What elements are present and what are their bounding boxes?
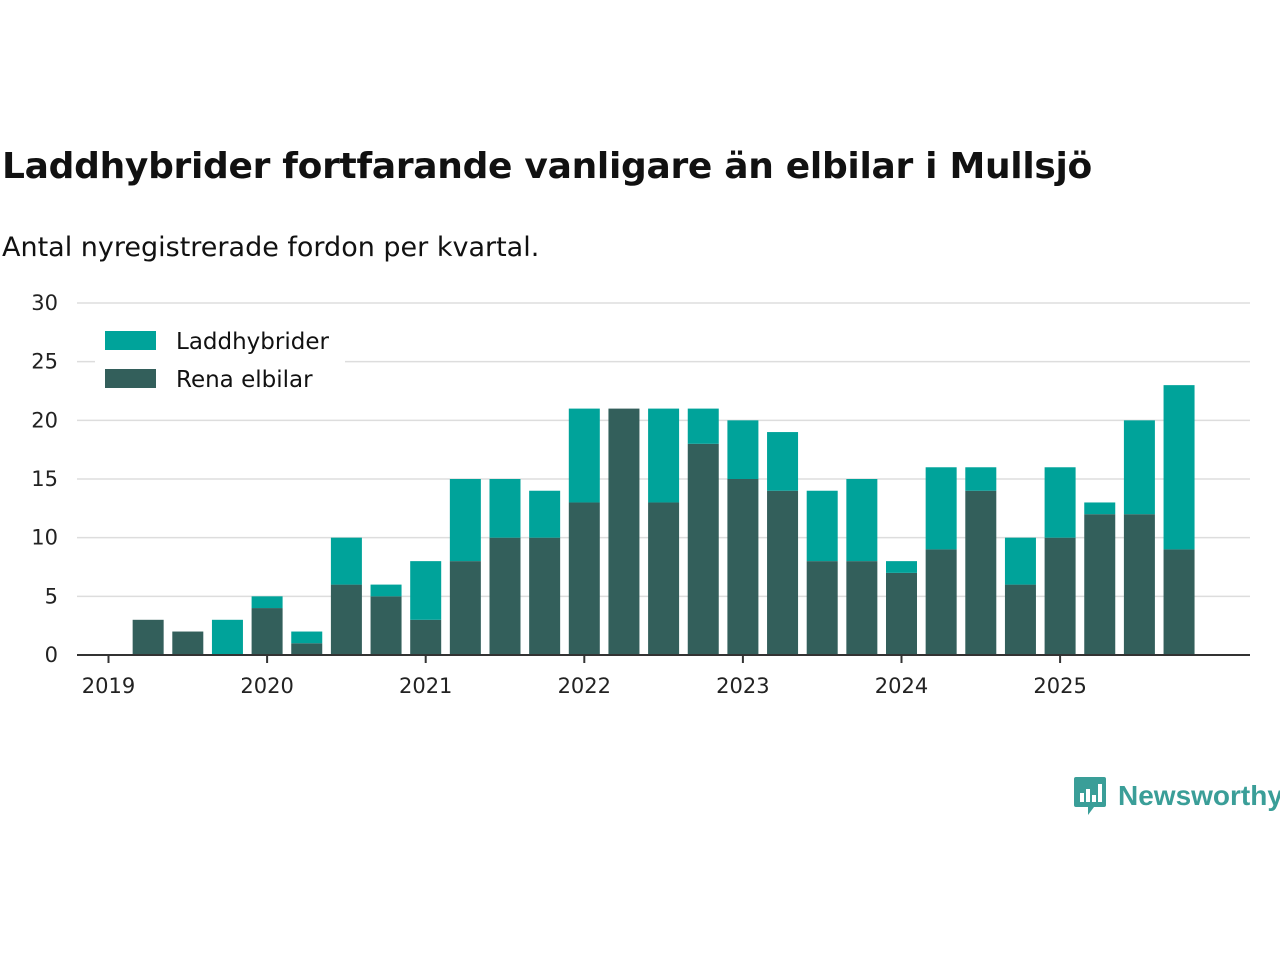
y-tick-label: 25 — [31, 350, 58, 374]
bar-laddhybrider — [727, 420, 759, 479]
bar-rena-elbilar — [727, 479, 759, 655]
legend: Laddhybrider Rena elbilar — [95, 322, 345, 402]
x-tick-label: 2023 — [716, 674, 769, 698]
bar-laddhybrider — [1163, 385, 1195, 550]
bar-laddhybrider — [687, 408, 719, 444]
bar-laddhybrider — [211, 619, 243, 655]
bar-rena-elbilar — [172, 631, 204, 655]
newsworthy-logo: Newsworthy — [1072, 775, 1280, 817]
bar-rena-elbilar — [1084, 514, 1116, 655]
bar-laddhybrider — [251, 596, 283, 609]
x-tick-label: 2021 — [399, 674, 452, 698]
y-tick-label: 10 — [31, 526, 58, 550]
legend-label-rena-elbilar: Rena elbilar — [176, 367, 313, 393]
bar-rena-elbilar — [449, 561, 481, 655]
bar-laddhybrider — [568, 408, 600, 503]
legend-swatch-laddhybrider — [105, 331, 156, 350]
bar-laddhybrider — [806, 490, 838, 562]
bar-rena-elbilar — [846, 561, 878, 655]
bar-laddhybrider — [291, 631, 323, 644]
bar-rena-elbilar — [806, 561, 838, 655]
y-tick-label: 15 — [31, 467, 58, 491]
bar-rena-elbilar — [767, 490, 799, 655]
y-tick-label: 5 — [45, 584, 58, 608]
bar-rena-elbilar — [648, 502, 680, 655]
bar-rena-elbilar — [965, 490, 997, 655]
x-tick-label: 2025 — [1033, 674, 1086, 698]
bar-rena-elbilar — [330, 584, 362, 655]
newsworthy-icon — [1074, 777, 1106, 815]
x-tick-label: 2020 — [240, 674, 293, 698]
y-tick-label: 0 — [45, 643, 58, 667]
bar-laddhybrider — [965, 467, 997, 491]
bar-laddhybrider — [370, 584, 402, 597]
bar-rena-elbilar — [132, 619, 164, 655]
bar-laddhybrider — [529, 490, 561, 538]
bar-rena-elbilar — [568, 502, 600, 655]
bar-rena-elbilar — [1004, 584, 1036, 655]
legend-swatch-rena-elbilar — [105, 369, 156, 388]
bar-laddhybrider — [1044, 467, 1076, 538]
bar-laddhybrider — [330, 537, 362, 585]
bar-rena-elbilar — [489, 537, 521, 655]
x-tick-label: 2022 — [558, 674, 611, 698]
bar-rena-elbilar — [925, 549, 957, 655]
y-tick-label: 20 — [31, 408, 58, 432]
bar-rena-elbilar — [370, 596, 402, 655]
y-tick-label: 30 — [31, 291, 58, 315]
bar-rena-elbilar — [608, 408, 640, 655]
chart-title: Laddhybrider fortfarande vanligare än el… — [2, 146, 1092, 187]
bar-rena-elbilar — [291, 643, 323, 655]
bar-laddhybrider — [1084, 502, 1116, 515]
bar-laddhybrider — [925, 467, 957, 550]
y-axis-ticks: 0 5 10 15 20 25 30 — [31, 291, 58, 667]
bar-laddhybrider — [1004, 537, 1036, 585]
bar-rena-elbilar — [1123, 514, 1155, 655]
x-tick-label: 2024 — [875, 674, 928, 698]
bar-rena-elbilar — [529, 537, 561, 655]
brand-name: Newsworthy — [1118, 780, 1280, 811]
bar-laddhybrider — [489, 479, 521, 538]
bar-rena-elbilar — [410, 619, 442, 655]
bar-rena-elbilar — [687, 443, 719, 655]
bar-rena-elbilar — [886, 572, 917, 655]
bar-laddhybrider — [449, 479, 481, 562]
bar-laddhybrider — [886, 561, 917, 573]
bar-rena-elbilar — [1044, 537, 1076, 655]
bar-laddhybrider — [846, 479, 878, 562]
legend-label-laddhybrider: Laddhybrider — [176, 329, 329, 355]
chart-subtitle: Antal nyregistrerade fordon per kvartal. — [2, 232, 540, 263]
bar-laddhybrider — [1123, 420, 1155, 515]
bar-laddhybrider — [410, 561, 442, 620]
bar-rena-elbilar — [1163, 549, 1195, 655]
bar-laddhybrider — [648, 408, 680, 503]
x-tick-label: 2019 — [82, 674, 135, 698]
x-axis: 2019 2020 2021 2022 2023 2024 2025 — [77, 654, 1250, 698]
bar-rena-elbilar — [251, 608, 283, 655]
bar-laddhybrider — [767, 432, 799, 491]
bars — [132, 385, 1195, 655]
